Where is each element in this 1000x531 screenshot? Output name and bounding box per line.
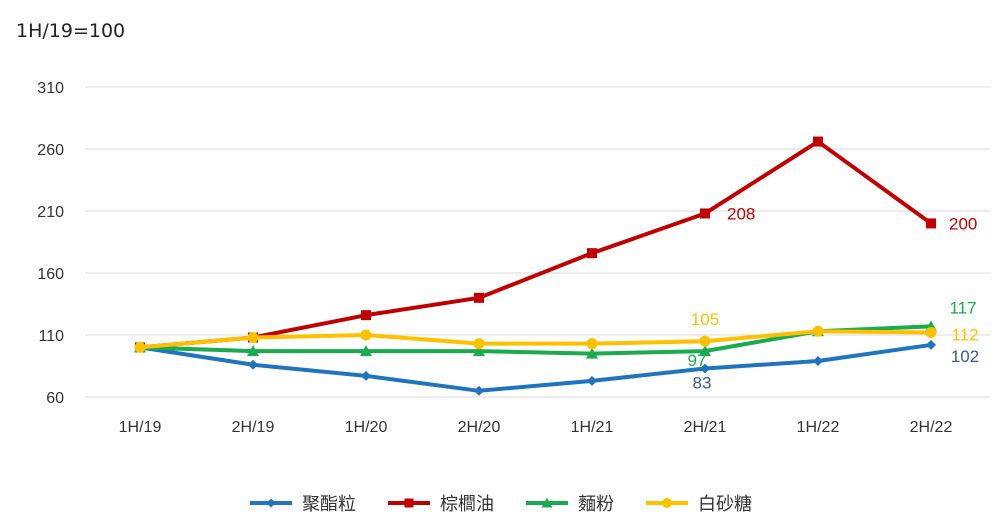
- series-1-point-7: [926, 218, 936, 229]
- legend-swatch-3: [646, 498, 688, 508]
- series-2-point-1: [247, 345, 259, 357]
- legend-marker-2: [541, 497, 553, 508]
- x-tick-label-5: 2H/21: [684, 419, 727, 436]
- y-tick-label-5: 60: [46, 390, 64, 407]
- series-2-point-4: [586, 347, 598, 359]
- y-tick-label-2: 210: [37, 204, 64, 221]
- legend-marker-0: [266, 498, 276, 508]
- series-1-point-2: [361, 310, 371, 321]
- series-1-point-6: [813, 136, 823, 147]
- x-tick-label-7: 2H/22: [910, 419, 953, 436]
- data-label-6: 83: [693, 373, 712, 392]
- series-3-point-4: [586, 338, 598, 350]
- legend-swatch-1: [388, 498, 430, 508]
- y-tick-label-0: 310: [37, 80, 64, 97]
- series-3-point-1: [247, 331, 259, 343]
- series-2-point-2: [360, 345, 372, 357]
- series-1-point-4: [587, 248, 597, 259]
- data-label-3: 117: [949, 298, 976, 317]
- y-tick-label-4: 110: [38, 328, 64, 345]
- series-line-1: [138, 139, 933, 350]
- series-3-point-5: [699, 335, 711, 347]
- series-0-point-7: [926, 339, 936, 350]
- x-tick-label-3: 2H/20: [458, 419, 501, 436]
- y-tick-label-3: 160: [37, 266, 64, 283]
- series-3-point-2: [360, 329, 372, 341]
- series-3-point-7: [925, 327, 937, 339]
- series-2-point-3: [473, 345, 485, 357]
- series-3-point-0: [134, 341, 146, 353]
- data-label-1: 200: [949, 214, 977, 233]
- x-tick-label-4: 1H/21: [571, 419, 614, 436]
- series-1-point-3: [474, 292, 484, 303]
- y-tick-label-1: 260: [37, 142, 64, 159]
- series-3-point-3: [473, 338, 485, 350]
- legend-marker-3: [662, 498, 672, 508]
- series-0-point-1: [248, 359, 258, 370]
- line-chart: 310 260 210 160 110 60 1H/19 2H/19 1H/20 2H/20 1H…: [37, 80, 990, 436]
- chart-legend: 聚酯粒 棕櫚油 麵粉 白砂糖: [0, 490, 1000, 516]
- legend-label-0: 聚酯粒: [302, 494, 356, 515]
- series-line-3: [138, 329, 933, 350]
- legend-label-2: 麵粉: [578, 494, 614, 515]
- series-0-point-6: [813, 356, 823, 367]
- legend-item-1: 棕櫚油: [386, 490, 494, 516]
- series-3-point-6: [812, 325, 824, 337]
- series-0-point-2: [361, 370, 371, 381]
- series-1-point-5: [700, 208, 710, 219]
- y-unit-label: 1H/19=100: [16, 20, 126, 42]
- series-line-0: [138, 342, 933, 393]
- legend-label-1: 棕櫚油: [440, 494, 494, 515]
- legend-item-2: 麵粉: [524, 490, 614, 516]
- legend-swatch-0: [250, 498, 292, 508]
- legend-item-0: 聚酯粒: [248, 490, 356, 516]
- data-label-4: 105: [691, 310, 719, 329]
- legend-swatch-2: [526, 497, 568, 508]
- x-tick-label-0: 1H/19: [119, 419, 162, 436]
- series-0-point-4: [587, 375, 597, 386]
- series-2-point-5: [699, 345, 711, 357]
- series-0-point-3: [474, 385, 484, 396]
- legend-marker-1: [404, 498, 414, 508]
- series-0-point-5: [700, 363, 710, 374]
- x-tick-label-6: 1H/22: [797, 419, 840, 436]
- data-label-0: 208: [727, 204, 755, 223]
- data-label-7: 102: [951, 347, 979, 366]
- x-tick-label-2: 1H/20: [345, 419, 388, 436]
- legend-label-3: 白砂糖: [698, 494, 752, 515]
- legend-item-3: 白砂糖: [644, 490, 752, 516]
- data-label-2: 97: [688, 351, 707, 370]
- data-label-5: 112: [951, 326, 978, 345]
- x-tick-label-1: 2H/19: [232, 419, 275, 436]
